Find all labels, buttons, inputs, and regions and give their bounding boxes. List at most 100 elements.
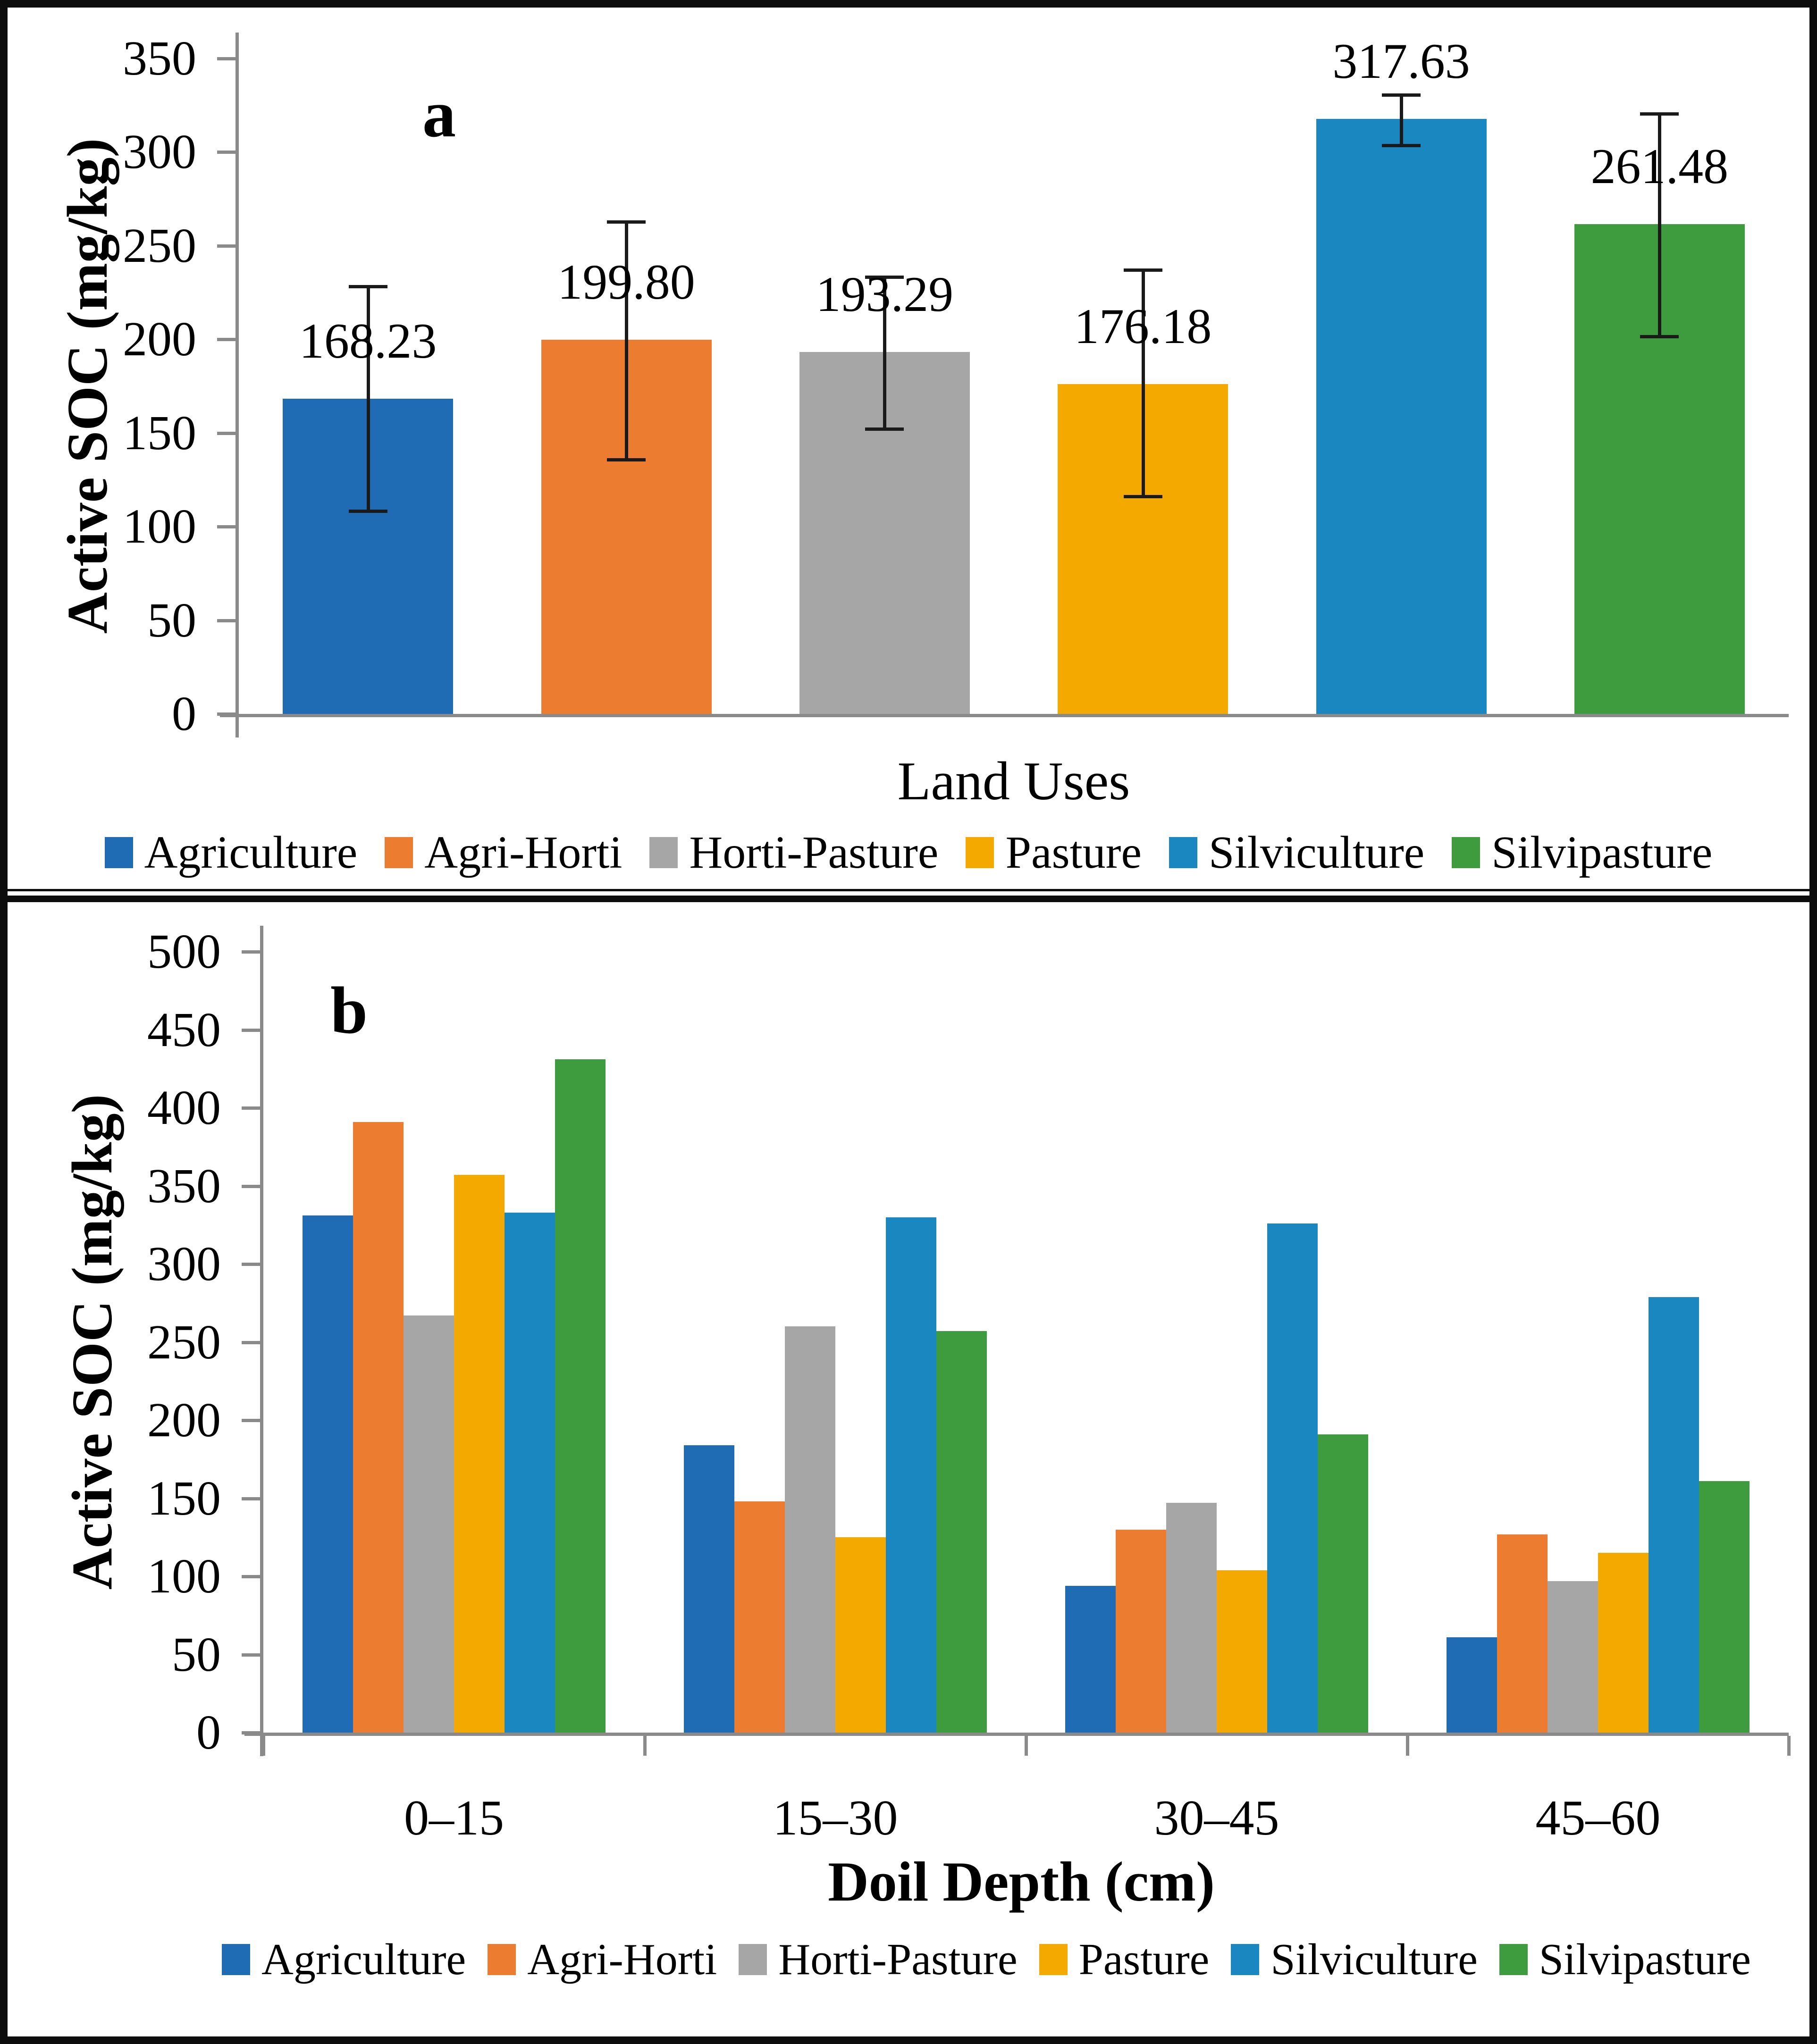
- panel-b-y-tick-mark: [242, 1575, 263, 1578]
- error-bar-cap-bottom: [1123, 494, 1162, 498]
- legend-item-silvipasture: Silvipasture: [1452, 829, 1712, 876]
- legend-label: Silviculture: [1208, 827, 1425, 878]
- panel-a-bottom-border: [8, 889, 1809, 891]
- panel-a-y-tick-label: 200: [123, 312, 196, 367]
- panel-a-y-tick-mark: [217, 619, 239, 622]
- bar-value-label: 199.80: [557, 254, 695, 310]
- bar-agri-horti-30-45: [1116, 1529, 1166, 1733]
- legend-swatch: [222, 1944, 250, 1975]
- panel-a-y-tick-label: 0: [172, 687, 196, 741]
- panel-b-x-boundary-tick: [1406, 1736, 1409, 1756]
- panel-a-y-tick-label: 50: [147, 593, 196, 647]
- bar-agriculture-0-15: [303, 1215, 353, 1733]
- legend-label: Agriculture: [261, 1935, 466, 1984]
- panel-b-y-tick-label: 0: [196, 1705, 221, 1759]
- legend-swatch: [739, 1944, 767, 1975]
- panel-b-y-tick-mark: [242, 950, 263, 954]
- legend-item-agriculture: Agriculture: [104, 827, 358, 878]
- legend-label: Silvipasture: [1491, 827, 1713, 878]
- error-bar-cap-bottom: [1382, 144, 1421, 148]
- legend-item-silviculture: Silviculture: [1169, 829, 1424, 876]
- legend-item-pasture: Pasture: [966, 829, 1142, 876]
- legend-item-pasture: Pasture: [1039, 1937, 1209, 1982]
- panel-b-y-tick-label: 50: [172, 1627, 221, 1682]
- legend-swatch: [1231, 1944, 1260, 1975]
- error-bar-cap-bottom: [607, 458, 646, 462]
- panel-b-y-tick-label: 300: [147, 1237, 221, 1291]
- bar-silviculture: [1316, 119, 1487, 714]
- error-bar-line: [883, 277, 887, 429]
- panel-a-y-tick-label: 300: [123, 125, 196, 179]
- panel-a-y-tick-mark: [217, 525, 239, 529]
- error-bar-cap-top: [348, 285, 387, 289]
- legend-item-agri-horti: Agri-Horti: [385, 829, 622, 876]
- bar-silvipasture-15-30: [936, 1331, 987, 1733]
- legend-swatch: [1452, 837, 1481, 868]
- bar-silvipasture-45-60: [1699, 1481, 1750, 1733]
- panel-a-y-tick-label: 350: [123, 31, 196, 85]
- error-bar-cap-top: [1382, 93, 1421, 97]
- panel-divider: [0, 896, 1817, 902]
- legend-label: Agri-Horti: [424, 827, 622, 878]
- panel-a-y-tick-mark: [217, 57, 239, 60]
- panel-b-y-tick-label: 500: [147, 924, 221, 979]
- error-bar-cap-bottom: [348, 510, 387, 513]
- legend-swatch: [1499, 1944, 1528, 1975]
- bar-pasture-45-60: [1598, 1553, 1649, 1733]
- panel-b-y-tick-mark: [242, 1340, 263, 1344]
- bar-silviculture-15-30: [886, 1217, 936, 1733]
- legend-swatch: [104, 837, 133, 868]
- panel-a-x-axis-line: [220, 714, 1789, 717]
- bar-pasture-30-45: [1217, 1570, 1267, 1733]
- legend-swatch: [1039, 1944, 1068, 1975]
- panel-b-x-axis-title: Doil Depth (cm): [828, 1850, 1215, 1913]
- bar-agriculture-15-30: [684, 1445, 734, 1733]
- error-bar-line: [1658, 114, 1662, 337]
- error-bar-line: [1400, 94, 1403, 145]
- error-bar-cap-top: [1640, 112, 1679, 116]
- legend-item-agriculture: Agriculture: [222, 1937, 466, 1982]
- panel-b-y-tick-label: 200: [147, 1393, 221, 1447]
- panel-a-y-tick-mark: [217, 244, 239, 248]
- panel-b-y-tick-label: 450: [147, 1002, 221, 1057]
- legend-label: Agriculture: [144, 827, 358, 878]
- legend-label: Silviculture: [1270, 1935, 1478, 1984]
- error-bar-cap-bottom: [1640, 335, 1679, 339]
- panel-b-letter: b: [330, 973, 368, 1047]
- panel-b-y-tick-mark: [242, 1653, 263, 1657]
- bar-value-label: 261.48: [1590, 139, 1729, 194]
- legend-item-silvipasture: Silvipasture: [1499, 1937, 1751, 1982]
- panel-a-y-tick-label: 100: [123, 499, 196, 554]
- bar-agri-horti-45-60: [1497, 1534, 1548, 1733]
- legend-label: Pasture: [1005, 827, 1142, 878]
- panel-a-y-tick-mark: [217, 431, 239, 435]
- error-bar-cap-top: [1123, 268, 1162, 272]
- bar-silviculture-0-15: [505, 1212, 555, 1733]
- legend-item-horti-pasture: Horti-Pasture: [739, 1937, 1018, 1982]
- panel-b-y-tick-label: 150: [147, 1471, 221, 1525]
- bar-horti-pasture-0-15: [404, 1315, 454, 1733]
- panel-b-x-boundary-tick: [1025, 1736, 1028, 1756]
- bar-pasture-15-30: [835, 1537, 886, 1733]
- panel-b-y-tick-mark: [242, 1106, 263, 1110]
- bar-horti-pasture-45-60: [1548, 1581, 1598, 1733]
- legend-label: Agri-Horti: [527, 1935, 717, 1984]
- bar-agri-horti-15-30: [734, 1501, 785, 1733]
- error-bar-line: [366, 286, 370, 511]
- bar-agriculture-30-45: [1065, 1585, 1116, 1733]
- error-bar-cap-top: [607, 220, 646, 224]
- panel-b-x-axis-line: [244, 1733, 1789, 1736]
- x-group-label: 45–60: [1535, 1790, 1661, 1845]
- bar-agriculture-45-60: [1447, 1637, 1497, 1733]
- bar-horti-pasture-15-30: [785, 1326, 835, 1733]
- legend-item-agri-horti: Agri-Horti: [488, 1937, 717, 1982]
- panel-a-y-tick-mark: [217, 151, 239, 154]
- bar-value-label: 317.63: [1332, 34, 1470, 89]
- panel-b-y-tick-label: 250: [147, 1315, 221, 1369]
- legend-label: Horti-Pasture: [689, 827, 939, 878]
- panel-b-y-tick-mark: [242, 1028, 263, 1032]
- legend-swatch: [649, 837, 678, 868]
- bar-horti-pasture-30-45: [1166, 1503, 1217, 1733]
